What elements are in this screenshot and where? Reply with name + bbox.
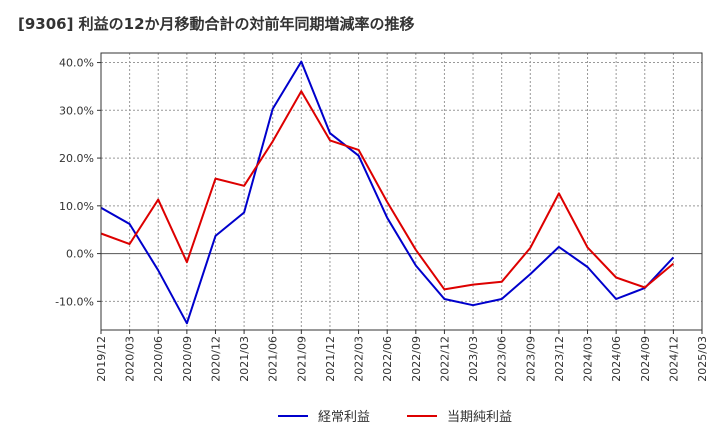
y-tick-label: 0.0%	[66, 248, 94, 261]
x-tick-label: 2022/03	[353, 336, 366, 382]
x-tick-label: 2022/12	[438, 336, 451, 382]
x-tick-label: 2023/03	[467, 336, 480, 382]
x-tick-label: 2019/12	[95, 336, 108, 382]
legend: 経常利益 当期純利益	[278, 410, 512, 425]
x-tick-label: 2020/12	[209, 336, 222, 382]
x-tick-label: 2025/03	[696, 336, 709, 382]
gridlines	[101, 53, 702, 330]
chart-title: [9306] 利益の12か月移動合計の対前年同期増減率の推移	[18, 15, 415, 33]
plot-frame	[100, 52, 703, 331]
series-lines	[100, 60, 675, 325]
y-tick-label: 30.0%	[59, 104, 94, 117]
x-tick-label: 2024/03	[582, 336, 595, 382]
x-tick-label: 2021/09	[295, 336, 308, 382]
series-line-1	[100, 60, 675, 325]
x-tick-label: 2020/09	[181, 336, 194, 382]
x-tick-label: 2023/06	[496, 336, 509, 382]
x-tick-label: 2024/06	[610, 336, 623, 382]
x-tick-label: 2023/09	[524, 336, 537, 382]
x-tick-label: 2021/12	[324, 336, 337, 382]
x-axis-ticks: 2019/12 2020/03 2020/06 2020/09 2020/12 2021/…	[95, 330, 709, 382]
x-tick-label: 2024/12	[667, 336, 680, 382]
x-tick-label: 2021/06	[267, 336, 280, 382]
y-tick-label: 20.0%	[59, 152, 94, 165]
x-tick-label: 2020/03	[124, 336, 137, 382]
x-tick-label: 2022/09	[410, 336, 423, 382]
y-axis-ticks: 40.0% 30.0% 20.0% 10.0% 0.0% -10.0%	[55, 57, 101, 308]
legend-label-1: 経常利益	[318, 410, 370, 425]
x-tick-label: 2023/12	[553, 336, 566, 382]
x-tick-label: 2022/06	[381, 336, 394, 382]
series-line-2	[100, 90, 675, 291]
x-tick-label: 2024/09	[639, 336, 652, 382]
x-tick-label: 2021/03	[238, 336, 251, 382]
legend-label-2: 当期純利益	[447, 410, 512, 425]
y-tick-label: -10.0%	[55, 295, 94, 308]
y-tick-label: 40.0%	[59, 57, 94, 70]
y-tick-label: 10.0%	[59, 200, 94, 213]
plot-area	[101, 53, 702, 330]
x-tick-label: 2020/06	[152, 336, 165, 382]
